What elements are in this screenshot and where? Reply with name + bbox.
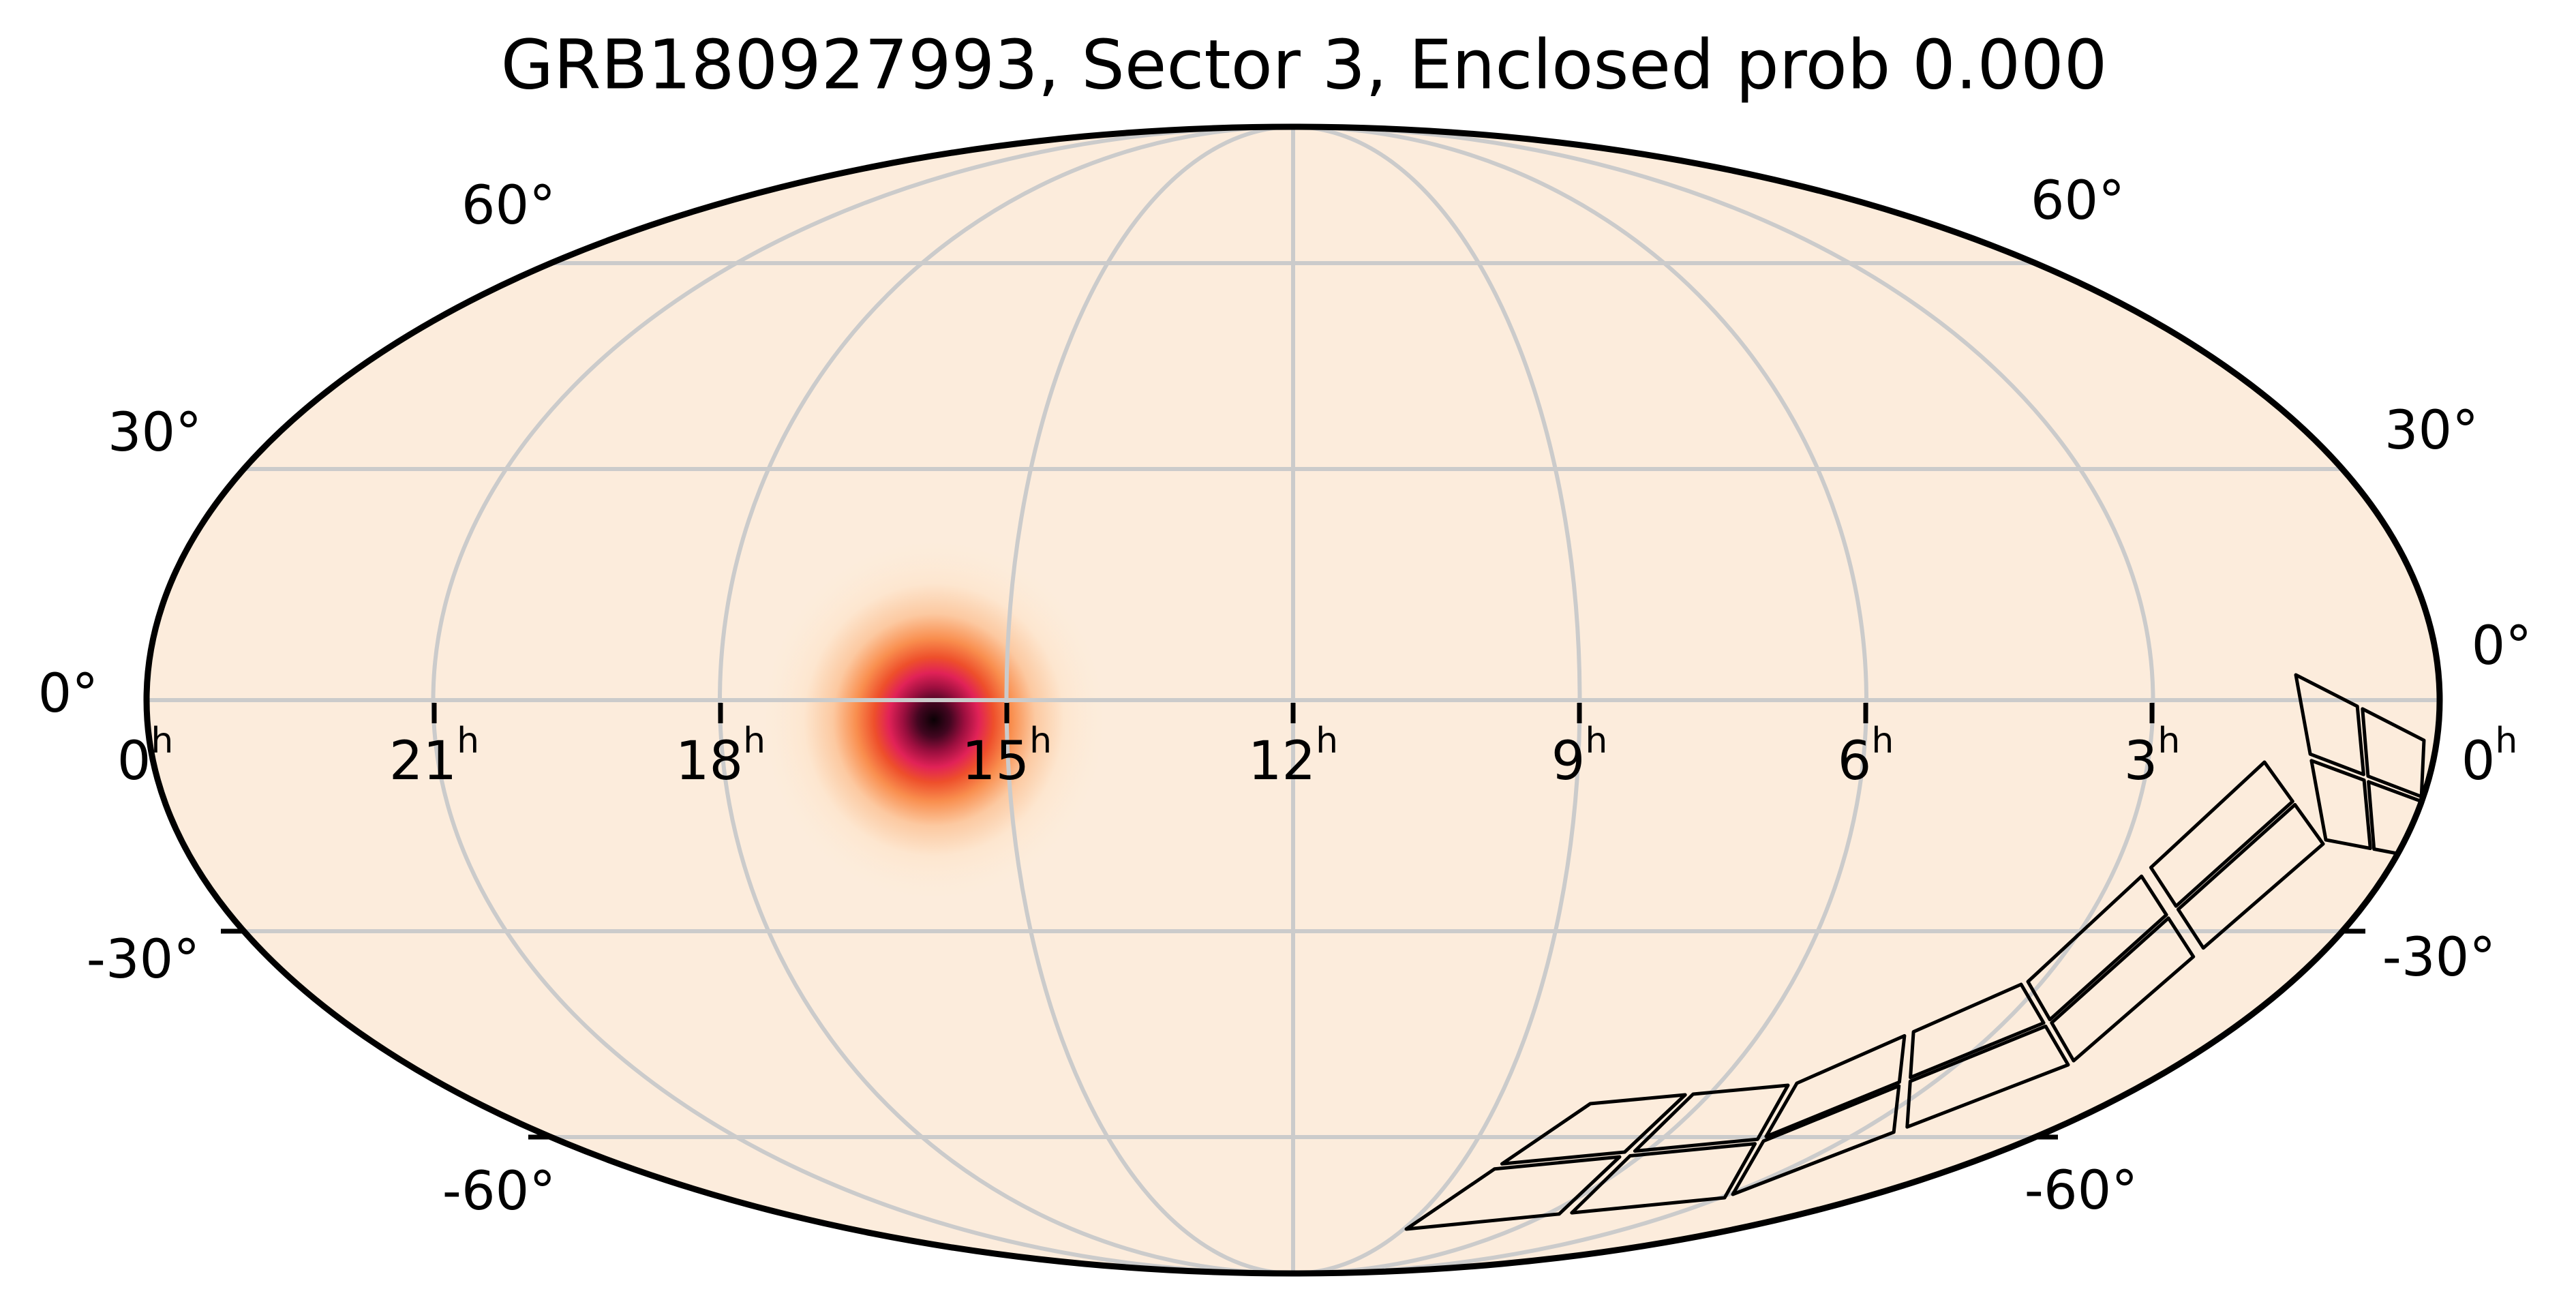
dec-label-left-0: 0° <box>38 663 99 725</box>
ccd-outline <box>2176 802 2325 950</box>
dec-label-right-0: 0° <box>2472 616 2532 677</box>
ra-label-6-6h: 6h <box>1838 721 1894 792</box>
dec-label-right-30: 30° <box>2384 400 2479 462</box>
ccd-outline <box>2309 759 2372 850</box>
tick-marks <box>221 703 2365 1140</box>
ccd-outline <box>1570 1142 1757 1215</box>
map-boundary <box>143 123 2443 1277</box>
graticule <box>149 129 2438 1271</box>
figure-title: GRB180927993, Sector 3, Enclosed prob 0.… <box>501 25 2108 105</box>
ccd-outline <box>2149 760 2294 908</box>
probability-density-blob <box>753 530 1115 909</box>
ccd-outline <box>2026 874 2168 1022</box>
ccd-outline <box>1909 982 2046 1080</box>
dec-label-right--30: -30° <box>2382 927 2496 988</box>
ra-label-5-9h: 9h <box>1551 721 1608 792</box>
ccd-outline <box>1500 1093 1687 1166</box>
dec-label-left--30: -30° <box>87 929 200 991</box>
ccd-outline <box>1905 1024 2070 1129</box>
ccd-outline <box>2294 673 2365 776</box>
sector-footprint <box>1404 673 2426 1231</box>
ra-label-3-15h: 15h <box>962 721 1052 792</box>
footprint-camera-4 <box>1404 1083 1790 1231</box>
dec-label-left--60: -60° <box>442 1161 556 1222</box>
dec-label-right-60: 60° <box>2031 170 2125 232</box>
ccd-outline <box>1731 1084 1901 1196</box>
ccd-outline <box>1633 1083 1790 1153</box>
ra-label-0-0h: 0h <box>117 721 174 792</box>
ccd-outline <box>2050 916 2196 1063</box>
ra-label-7-3h: 3h <box>2124 721 2181 792</box>
dec-label-right--60: -60° <box>2025 1160 2138 1222</box>
ccd-outline <box>1764 1033 1907 1138</box>
ra-label-8-0h: 0h <box>2461 721 2518 792</box>
dec-label-left-30: 30° <box>108 402 202 464</box>
footprint-camera-2 <box>2026 760 2325 1063</box>
dec-label-left-60: 60° <box>461 175 556 237</box>
ra-label-4-12h: 12h <box>1248 721 1338 792</box>
ra-label-1-21h: 21h <box>389 721 479 792</box>
ccd-outline <box>1404 1155 1622 1231</box>
footprint-camera-3 <box>1731 982 2070 1196</box>
ra-label-2-18h: 18h <box>676 721 766 792</box>
